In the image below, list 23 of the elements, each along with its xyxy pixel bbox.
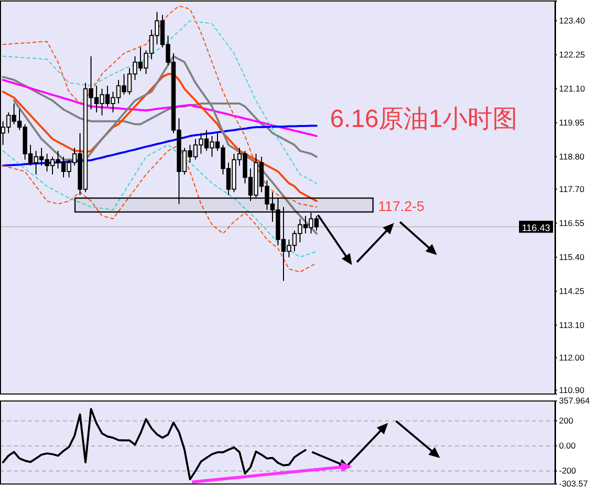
y-tick-label: -303.57: [559, 478, 588, 489]
band-label: 117.2-5: [378, 198, 425, 214]
y-tick-label: 112.00: [559, 352, 585, 362]
y-tick-label: 0.00: [559, 440, 576, 451]
y-tick-label: 117.70: [559, 184, 585, 194]
line-series: [2, 78, 318, 138]
ref-line-label: 116.43: [522, 222, 550, 234]
y-tick-label: 123.40: [559, 16, 586, 26]
y-tick-label: 121.10: [559, 83, 586, 94]
y-tick-label: 122.25: [559, 50, 586, 60]
y-tick-label: 110.90: [559, 384, 585, 395]
y-tick-label: 113.10: [559, 320, 585, 330]
y-tick-label: 114.25: [559, 286, 585, 296]
y-tick-label: 118.80: [559, 151, 585, 162]
y-tick-label: 116.55: [559, 218, 585, 228]
text: 6.16原油1小时图: [330, 105, 518, 133]
y-tick-label: -200: [559, 466, 576, 476]
y-tick-label: 357.964: [559, 396, 590, 406]
line-series: [2, 20, 317, 184]
y-tick-label: 200: [559, 416, 574, 426]
y-tick-label: 115.40: [559, 252, 585, 262]
y-tick-label: 119.95: [559, 117, 585, 128]
line-series: [2, 6, 317, 208]
